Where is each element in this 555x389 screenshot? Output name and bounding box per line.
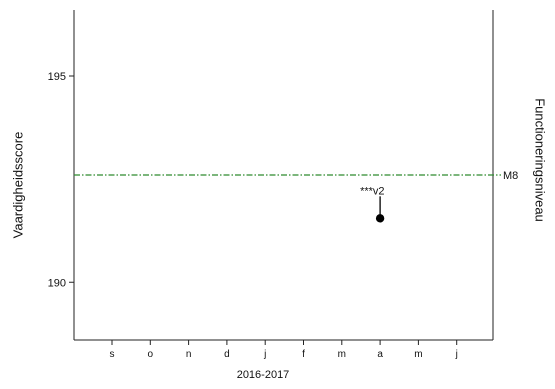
x-tick-label: n bbox=[186, 349, 192, 360]
x-tick-label: a bbox=[377, 349, 383, 360]
x-tick-label: s bbox=[110, 349, 115, 360]
chart-marks: M8 ***v2 bbox=[74, 170, 518, 223]
reference-line-label: M8 bbox=[503, 170, 518, 182]
y-tick-label: 190 bbox=[48, 277, 66, 289]
y-axis-title-left: Vaardigheidsscore bbox=[10, 131, 26, 239]
x-tick-label: j bbox=[263, 349, 266, 360]
x-tick-label: m bbox=[414, 349, 422, 360]
data-point bbox=[375, 214, 385, 223]
x-tick-label: o bbox=[148, 349, 154, 360]
chart-axes: 195 190 s o n d j f m a m j bbox=[48, 10, 494, 360]
x-tick-label: m bbox=[338, 349, 346, 360]
y-tick-label: 195 bbox=[48, 71, 66, 83]
x-axis-title: 2016-2017 bbox=[236, 369, 290, 381]
data-point-annotation: ***v2 bbox=[360, 185, 384, 197]
x-tick-label: j bbox=[455, 349, 458, 360]
x-tick-label: f bbox=[302, 349, 305, 360]
x-tick-label: d bbox=[224, 349, 230, 360]
y-axis-title-right: Functioneringsniveau bbox=[532, 98, 548, 222]
